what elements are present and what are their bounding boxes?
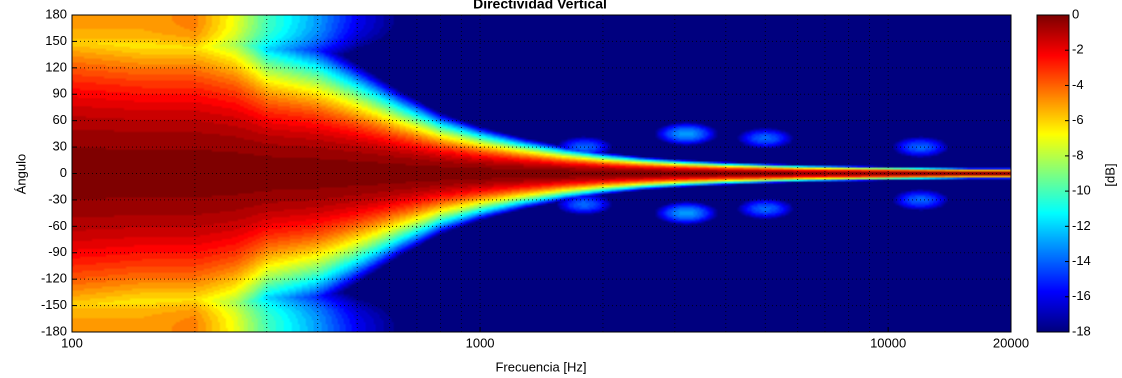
- y-tick-label: 0: [60, 165, 67, 180]
- colorbar-tick-label: -18: [1072, 323, 1091, 338]
- grid-lines: [72, 15, 1011, 332]
- colorbar-tick-label: 0: [1072, 6, 1079, 21]
- y-tick-label: 30: [53, 139, 67, 154]
- x-axis: 100 1000 10000 20000: [61, 327, 1029, 350]
- colorbar: 0 -2 -4 -6 -8 -10 -12 -14 -16 -18 [dB]: [1036, 6, 1117, 338]
- colorbar-tick-label: -6: [1072, 112, 1084, 127]
- colorbar-tick-label: -2: [1072, 42, 1084, 57]
- colorbar-frame: [1036, 14, 1070, 333]
- plot-area: 100 1000 10000 20000 180 150 120 90 60 30 0 -30 -60…: [41, 6, 1029, 350]
- y-tick-label: 60: [53, 112, 67, 127]
- y-tick-label: 180: [45, 6, 67, 21]
- colorbar-tick-label: -16: [1072, 288, 1091, 303]
- y-axis-label: Ángulo: [13, 154, 28, 194]
- y-tick-label: -120: [41, 271, 67, 286]
- y-tick-label: -60: [48, 218, 67, 233]
- colorbar-gradient: [1037, 15, 1069, 332]
- colorbar-tick-label: -4: [1072, 77, 1084, 92]
- x-tick-label: 100: [61, 335, 83, 350]
- colorbar-ticks: 0 -2 -4 -6 -8 -10 -12 -14 -16 -18: [1065, 6, 1091, 338]
- chart-title: Directividad Vertical: [473, 0, 607, 12]
- y-tick-label: 90: [53, 86, 67, 101]
- x-axis-label: Frecuencia [Hz]: [495, 359, 586, 374]
- y-tick-label: -180: [41, 323, 67, 338]
- y-tick-label: -90: [48, 244, 67, 259]
- y-tick-label: 150: [45, 33, 67, 48]
- colorbar-tick-label: -12: [1072, 218, 1091, 233]
- y-axis: 180 150 120 90 60 30 0 -30 -60 -90 -120 -150 -180: [41, 6, 77, 338]
- x-tick-label: 10000: [870, 335, 906, 350]
- x-tick-label: 20000: [993, 335, 1029, 350]
- x-tick-label: 1000: [466, 335, 495, 350]
- colorbar-label: [dB]: [1102, 163, 1117, 186]
- colorbar-tick-label: -8: [1072, 147, 1084, 162]
- y-tick-label: 120: [45, 59, 67, 74]
- y-tick-label: -150: [41, 297, 67, 312]
- colorbar-tick-label: -14: [1072, 253, 1091, 268]
- y-tick-label: -30: [48, 191, 67, 206]
- colorbar-tick-label: -10: [1072, 183, 1091, 198]
